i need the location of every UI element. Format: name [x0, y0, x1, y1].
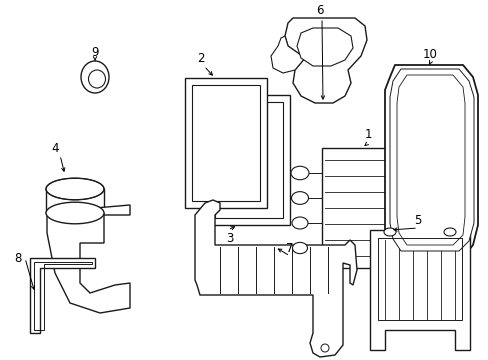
- Ellipse shape: [81, 61, 109, 93]
- Polygon shape: [285, 18, 366, 103]
- Polygon shape: [321, 148, 409, 268]
- Text: 7: 7: [285, 242, 293, 255]
- Text: 2: 2: [197, 51, 204, 64]
- Polygon shape: [95, 205, 130, 215]
- Polygon shape: [207, 95, 289, 225]
- Text: 3: 3: [226, 231, 233, 244]
- Ellipse shape: [292, 242, 307, 254]
- Polygon shape: [47, 213, 130, 313]
- Polygon shape: [30, 258, 95, 333]
- Ellipse shape: [443, 228, 455, 236]
- Text: 1: 1: [364, 129, 371, 141]
- Polygon shape: [296, 28, 352, 66]
- Text: 10: 10: [422, 49, 437, 62]
- Polygon shape: [184, 78, 266, 208]
- Ellipse shape: [383, 228, 395, 236]
- Polygon shape: [192, 85, 260, 201]
- Polygon shape: [270, 36, 305, 73]
- Polygon shape: [369, 230, 469, 350]
- Text: 4: 4: [51, 141, 59, 154]
- Polygon shape: [215, 102, 283, 218]
- Ellipse shape: [46, 178, 104, 200]
- Text: 9: 9: [91, 45, 99, 58]
- Ellipse shape: [291, 192, 308, 204]
- Polygon shape: [389, 69, 473, 251]
- Ellipse shape: [291, 217, 307, 229]
- Text: 5: 5: [413, 213, 421, 226]
- Text: 6: 6: [316, 4, 323, 17]
- Polygon shape: [195, 200, 356, 357]
- Text: 8: 8: [14, 252, 21, 265]
- Polygon shape: [384, 65, 477, 255]
- Ellipse shape: [46, 202, 104, 224]
- Ellipse shape: [290, 166, 308, 180]
